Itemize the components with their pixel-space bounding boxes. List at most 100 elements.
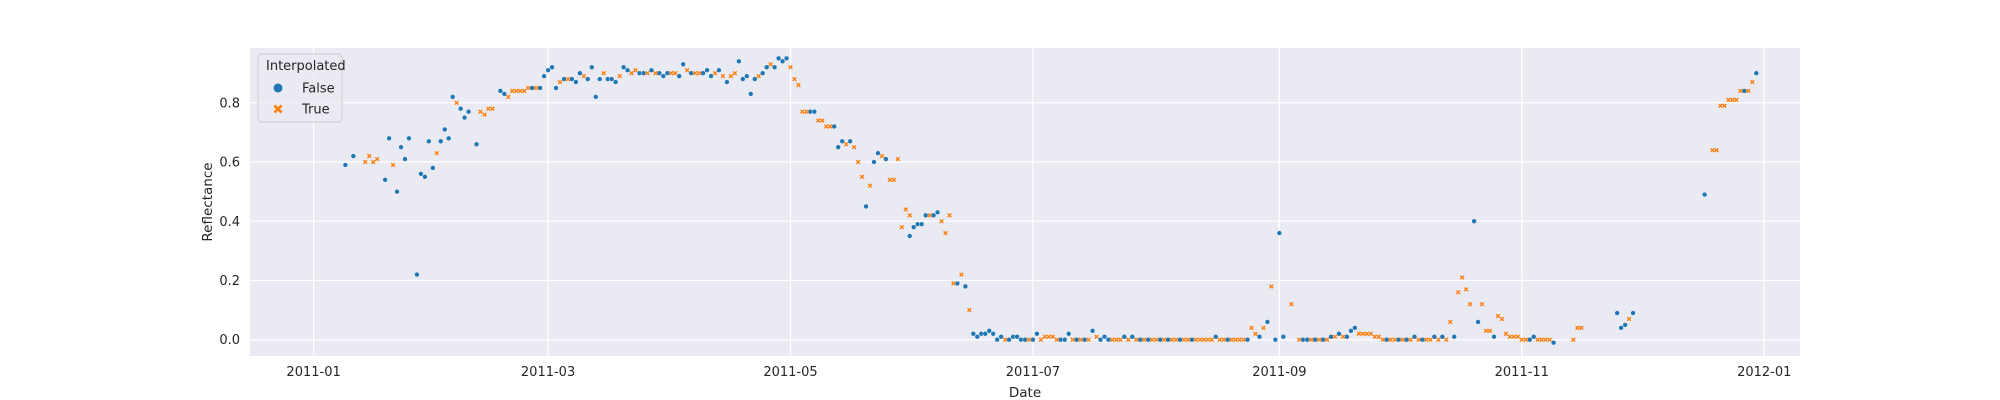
point-false [1618,325,1624,331]
point-false [1082,337,1088,343]
point-true [533,85,539,91]
point-false [811,109,817,115]
x-tick-label: 2011-05 [763,365,817,380]
point-true [1507,334,1513,340]
point-false [406,135,412,141]
point-true [601,70,607,76]
point-true [1332,334,1338,340]
point-false [954,280,961,287]
x-tick-label: 2011-01 [286,365,340,380]
point-false [1097,337,1104,343]
point-true [859,174,865,180]
point-true [1515,334,1521,340]
point-false [430,165,436,171]
y-tick-label: 0.6 [219,156,240,171]
point-true [1487,328,1493,334]
point-true [370,159,376,165]
point-false [744,73,750,79]
point-false [1336,331,1342,337]
point-false [553,85,559,91]
point-false [1702,191,1708,198]
point-true [1503,331,1509,337]
point-false [414,271,420,278]
point-false [569,76,575,82]
point-false [700,70,706,76]
point-false [537,85,543,91]
legend-label-true: True [301,103,330,118]
point-true [1364,331,1370,337]
point-true [1118,337,1123,343]
point-false [883,156,889,162]
point-false [1431,334,1437,340]
point-true [486,106,491,112]
point-true [565,76,571,82]
point-true [732,70,738,76]
point-true [720,73,726,79]
point-true [629,70,634,76]
point-true [947,213,952,218]
point-false [1213,334,1219,340]
point-false [1471,218,1477,224]
point-true [827,124,833,129]
point-false [656,70,662,76]
point-false [1074,337,1080,343]
point-true [1455,290,1461,295]
plot-area [250,48,1800,356]
point-true [1416,337,1421,343]
point-true [1133,337,1139,343]
point-false [660,73,666,79]
point-true [1360,331,1366,337]
point-false [736,58,742,64]
point-true [1296,337,1302,343]
point-true [1539,337,1544,343]
point-true [1094,334,1099,340]
point-true [1026,337,1032,343]
point-true [1436,337,1441,343]
point-true [1086,337,1091,343]
point-true [1201,337,1207,343]
point-false [640,70,647,76]
point-true [1626,316,1632,322]
y-axis-ticks: 0.0 0.2 0.4 0.6 0.8 [219,96,240,348]
point-false [839,138,845,144]
point-false [1550,340,1557,346]
point-false [1165,337,1171,343]
point-true [1499,316,1505,322]
point-true [1340,334,1346,340]
point-true [796,82,801,88]
x-tick-label: 2012-01 [1737,365,1791,380]
point-true [374,156,380,162]
point-true [867,183,873,189]
point-true [1447,319,1453,325]
point-false [1062,337,1068,343]
point-true [1229,337,1234,343]
point-true [903,207,909,212]
point-false [1475,319,1481,325]
point-false [871,159,877,165]
point-false [831,123,837,130]
point-true [1511,334,1517,340]
x-tick-label: 2011-03 [521,365,575,380]
point-true [390,162,396,168]
point-false [620,64,627,70]
point-false [398,144,404,150]
point-true [951,281,956,286]
point-true [816,118,821,123]
point-true [1463,287,1469,292]
point-true [1519,337,1525,343]
point-true [1126,337,1131,343]
point-true [823,124,829,129]
legend-marker-true [273,104,283,114]
point-false [835,144,841,150]
point-true [1428,337,1433,343]
point-false [1225,337,1231,343]
point-true [1710,147,1715,153]
point-false [1419,337,1426,343]
point-true [1002,337,1008,343]
point-false [501,91,507,97]
point-false [442,126,448,133]
point-true [1738,88,1743,94]
point-false [462,114,468,121]
point-false [1280,334,1286,340]
point-false [609,76,615,82]
